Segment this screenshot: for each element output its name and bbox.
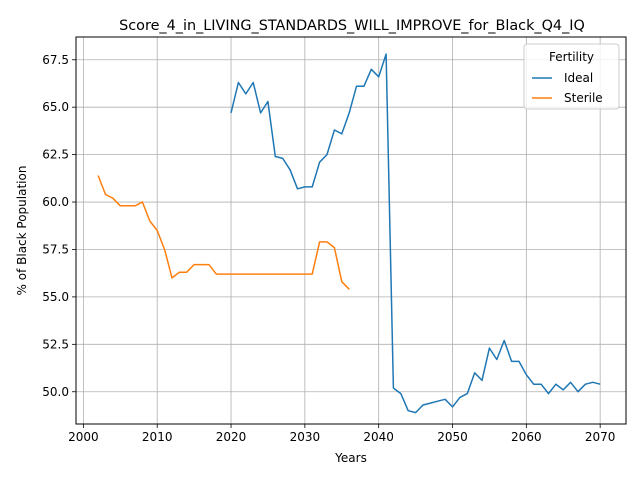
x-tick-label: 2010 <box>142 430 173 444</box>
legend-title: Fertility <box>549 50 594 64</box>
y-tick-label: 57.5 <box>42 242 69 256</box>
y-tick-label: 55.0 <box>42 290 69 304</box>
chart-title: Score_4_in_LIVING_STANDARDS_WILL_IMPROVE… <box>119 18 585 34</box>
x-tick-label: 2040 <box>363 430 394 444</box>
x-tick-label: 2030 <box>290 430 321 444</box>
series-line-sterile <box>97 175 350 290</box>
x-tick-label: 2000 <box>68 430 99 444</box>
legend-label-sterile: Sterile <box>564 91 603 105</box>
y-tick-label: 60.0 <box>42 195 69 209</box>
x-axis-label: Years <box>334 451 367 465</box>
y-axis-label: % of Black Population <box>15 166 29 296</box>
x-tick-label: 2070 <box>585 430 616 444</box>
axis-ticks: 2000 2010 2020 2030 2040 2050 2060 2070 50.0 52.5… <box>42 53 615 444</box>
y-tick-label: 50.0 <box>42 385 69 399</box>
series-line-ideal <box>230 53 601 414</box>
x-tick-label: 2020 <box>216 430 247 444</box>
y-tick-label: 62.5 <box>42 148 69 162</box>
y-tick-label: 65.0 <box>42 100 69 114</box>
x-tick-label: 2060 <box>511 430 542 444</box>
plot-frame <box>75 36 627 425</box>
legend-label-ideal: Ideal <box>564 71 593 85</box>
series-lines <box>97 53 601 414</box>
legend-box <box>523 43 620 110</box>
y-tick-label: 67.5 <box>42 53 69 67</box>
x-tick-label: 2050 <box>437 430 468 444</box>
y-tick-label: 52.5 <box>42 337 69 351</box>
legend: Fertility Ideal Sterile <box>523 43 620 110</box>
